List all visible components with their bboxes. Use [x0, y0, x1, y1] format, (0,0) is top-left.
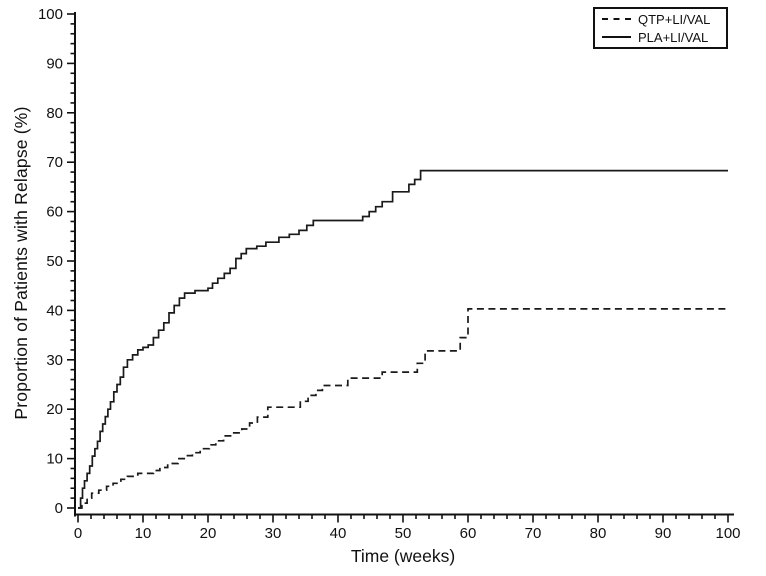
- solid-line-swatch: [602, 36, 631, 38]
- legend: QTP+LI/VAL PLA+LI/VAL: [593, 7, 728, 49]
- series-curve-pla-li-val: [78, 169, 728, 509]
- y-tick-label: 30: [46, 352, 63, 369]
- x-tick-label: 20: [200, 525, 217, 542]
- y-tick-label: 60: [46, 204, 63, 221]
- x-tick-label: 40: [330, 525, 347, 542]
- legend-item-pla: PLA+LI/VAL: [602, 30, 726, 45]
- x-tick-label: 60: [460, 525, 477, 542]
- x-tick-label: 10: [135, 525, 152, 542]
- x-tick-label: 100: [715, 525, 740, 542]
- x-tick-label: 70: [525, 525, 542, 542]
- legend-label-qtp: QTP+LI/VAL: [638, 11, 711, 27]
- y-tick-label: 20: [46, 401, 63, 418]
- x-tick-label: 50: [395, 525, 412, 542]
- y-tick-label: 90: [46, 55, 63, 72]
- x-tick-label: 30: [265, 525, 282, 542]
- x-axis-title: Time (weeks): [350, 546, 456, 566]
- legend-item-qtp: QTP+LI/VAL: [602, 12, 726, 27]
- x-tick-label: 90: [655, 525, 672, 542]
- y-tick-label: 50: [46, 253, 63, 270]
- y-tick-label: 80: [46, 105, 63, 122]
- x-tick-label: 0: [74, 525, 82, 542]
- y-tick-label: 40: [46, 302, 63, 319]
- dashed-line-swatch: [602, 18, 631, 20]
- y-axis-title: Proportion of Patients with Relapse (%): [11, 106, 31, 420]
- y-tick-label: 10: [46, 451, 63, 468]
- y-tick-label: 0: [55, 500, 63, 517]
- legend-label-pla: PLA+LI/VAL: [638, 29, 709, 45]
- y-tick-label: 70: [46, 154, 63, 171]
- series-curve-qtp-li-val: [78, 308, 728, 509]
- x-tick-label: 80: [590, 525, 607, 542]
- y-tick-label: 100: [38, 6, 63, 23]
